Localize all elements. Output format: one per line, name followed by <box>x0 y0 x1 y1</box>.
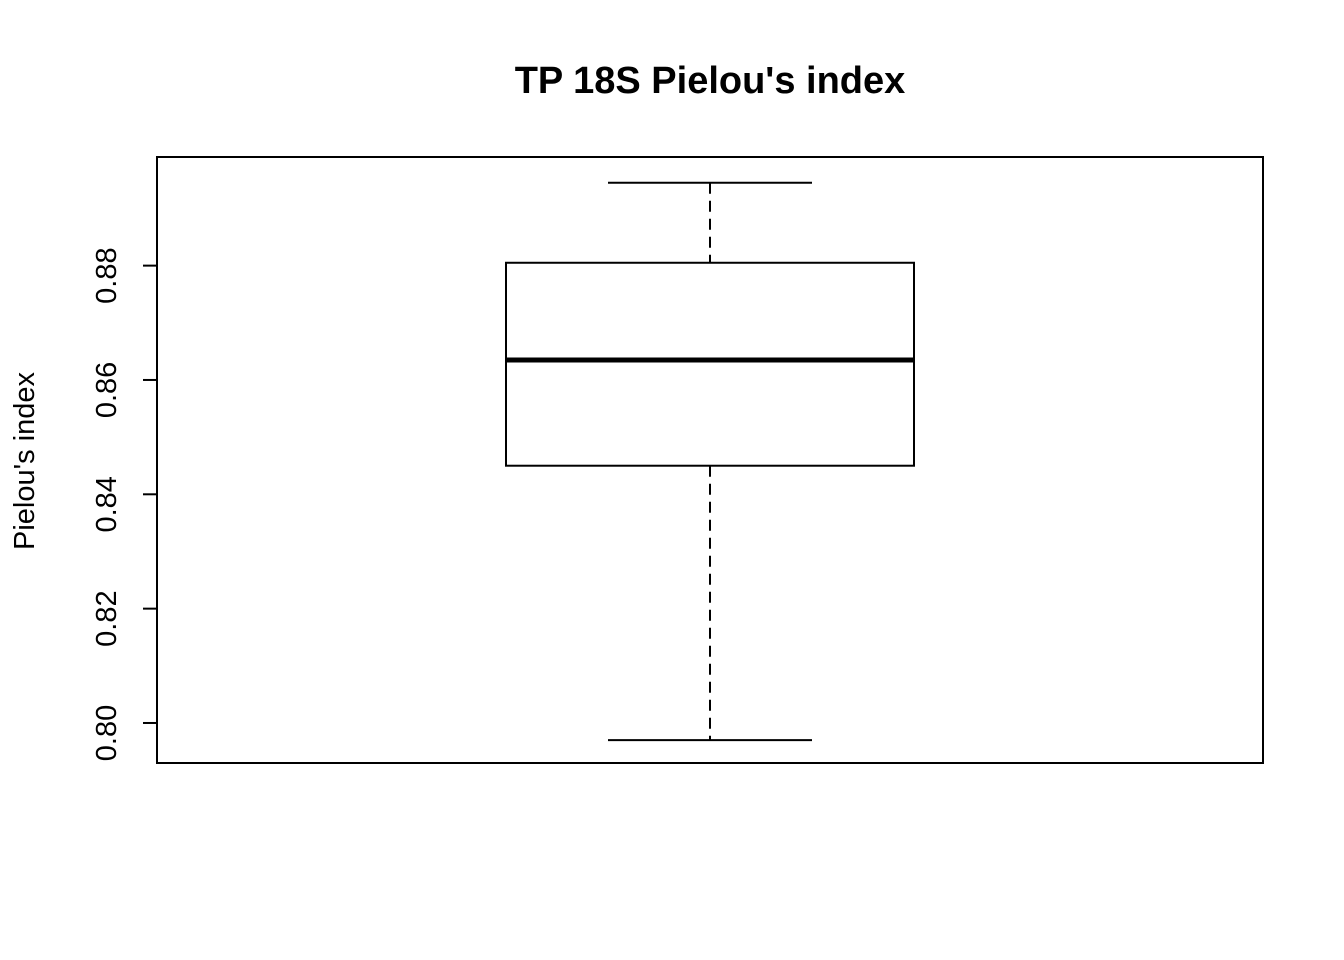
box-plot <box>505 181 915 742</box>
y-tick-label: 0.80 <box>91 705 123 761</box>
iqr-box <box>505 261 915 467</box>
y-tick-label: 0.88 <box>91 247 123 303</box>
y-tick-label: 0.86 <box>91 362 123 418</box>
y-tick-label: 0.82 <box>91 590 123 646</box>
chart-title: TP 18S Pielou's index <box>515 60 906 102</box>
y-axis: 0.80 0.82 0.84 0.86 0.88 <box>91 247 158 761</box>
y-axis-label: Pielou's index <box>9 371 41 550</box>
y-tick-label: 0.84 <box>91 476 123 532</box>
